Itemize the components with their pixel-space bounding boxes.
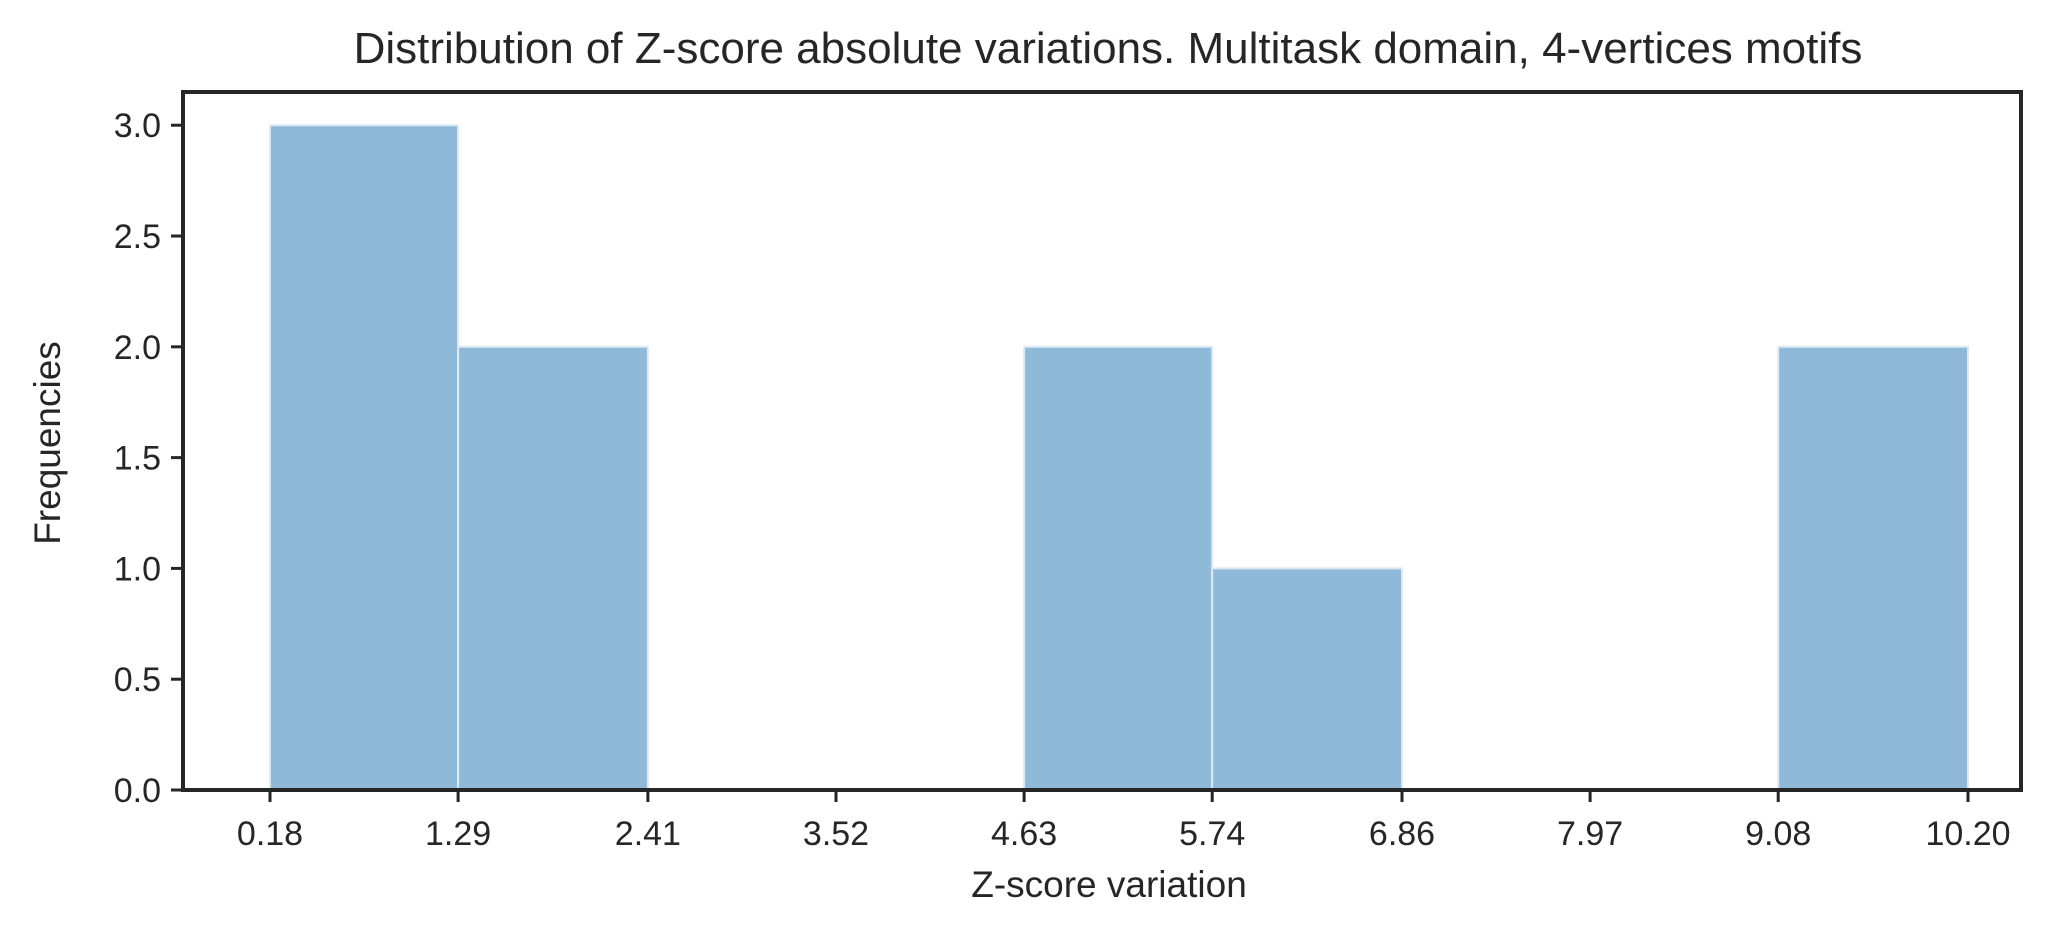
x-tick-label: 9.08 (1745, 815, 1811, 853)
x-tick-label: 5.74 (1179, 815, 1245, 853)
x-tick-label: 3.52 (803, 815, 869, 853)
y-tick-label: 2.0 (114, 329, 161, 367)
y-tick-label: 2.5 (114, 218, 161, 256)
y-axis-label: Frequencies (27, 341, 68, 545)
y-tick-label: 1.0 (114, 550, 161, 588)
histogram-bar (457, 345, 649, 791)
y-tick-label: 3.0 (114, 107, 161, 145)
bars-layer (269, 124, 1970, 792)
x-axis: 0.18 1.29 2.41 3.52 4.63 5.74 6.86 7.97 9.08 10.2… (237, 790, 2011, 853)
chart-title: Distribution of Z-score absolute variati… (354, 24, 1863, 73)
x-tick-label: 2.41 (615, 815, 681, 853)
y-tick-label: 1.5 (114, 440, 161, 478)
histogram-bar (1777, 345, 1970, 791)
y-tick-label: 0.0 (114, 772, 161, 810)
x-tick-label: 0.18 (237, 815, 303, 853)
histogram-bar (1023, 345, 1214, 791)
x-tick-label: 1.29 (425, 815, 491, 853)
x-axis-label: Z-score variation (971, 864, 1247, 905)
histogram-bar (1211, 567, 1404, 792)
histogram-bar (269, 124, 460, 791)
x-tick-label: 10.20 (1925, 815, 2010, 853)
y-tick-label: 0.5 (114, 661, 161, 699)
plot-frame (181, 90, 2023, 792)
y-axis: 0.0 0.5 1.0 1.5 2.0 2.5 3.0 (114, 107, 183, 810)
x-tick-label: 7.97 (1557, 815, 1623, 853)
x-tick-label: 4.63 (991, 815, 1057, 853)
x-tick-label: 6.86 (1369, 815, 1435, 853)
